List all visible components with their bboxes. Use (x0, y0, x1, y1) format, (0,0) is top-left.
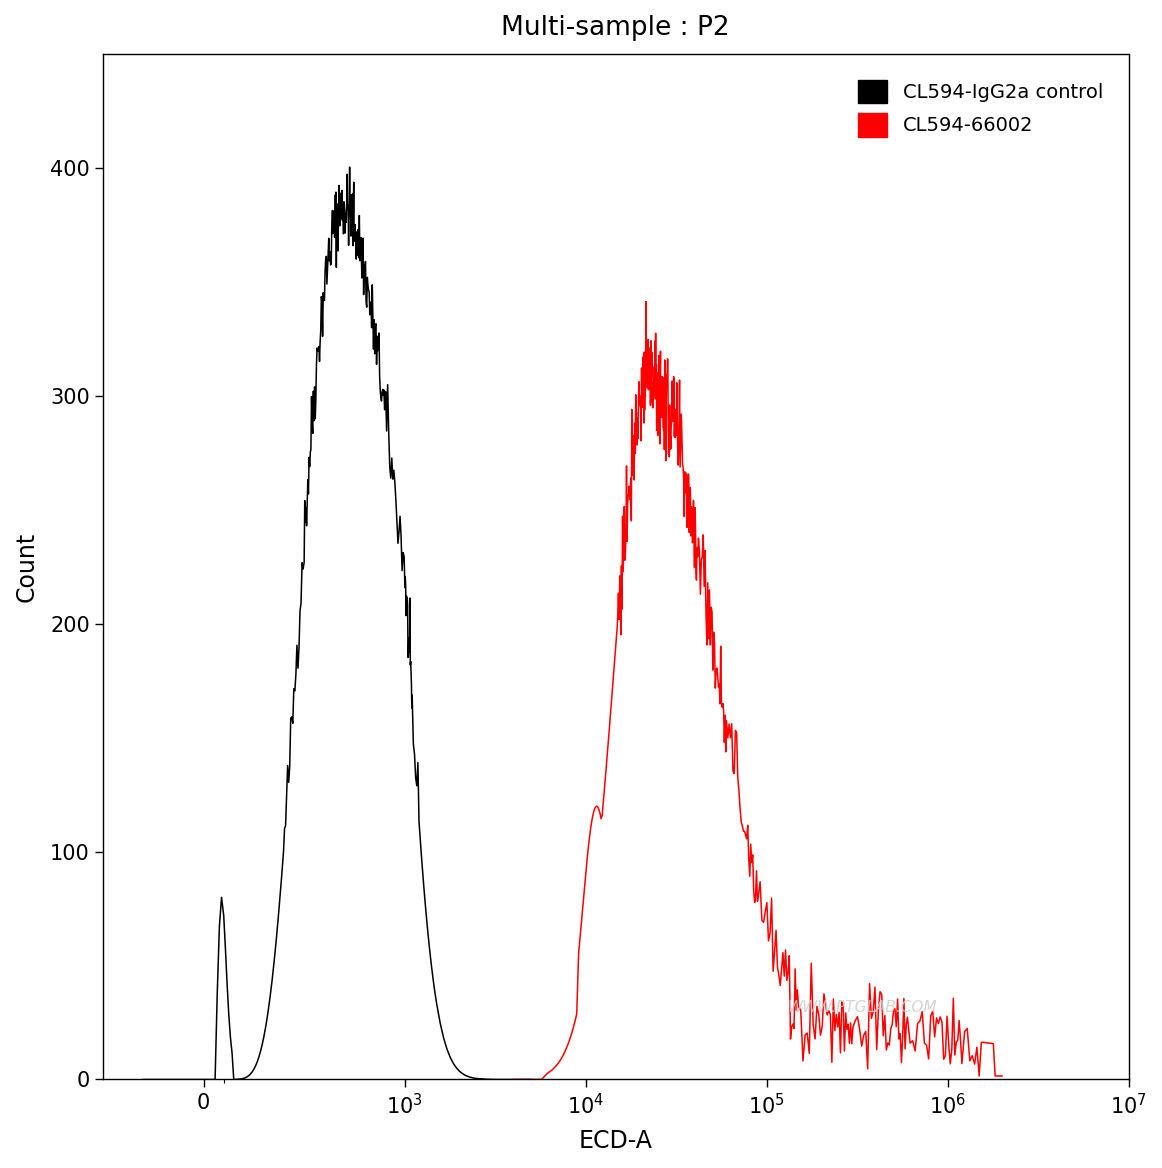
CL594-IgG2a control (343, 160, 357, 174)
CL594-66002 (641, 376, 655, 390)
CL594-IgG2a control (266, 964, 280, 978)
CL594-66002 (715, 696, 729, 710)
X-axis label: ECD-A: ECD-A (579, 1129, 653, 1153)
CL594-66002 (951, 1034, 964, 1048)
Text: WWW.PTGLAB.COM: WWW.PTGLAB.COM (787, 1000, 937, 1015)
Y-axis label: Count: Count (15, 531, 40, 602)
CL594-IgG2a control (376, 383, 390, 397)
Line: CL594-66002: CL594-66002 (514, 301, 1002, 1079)
CL594-IgG2a control (358, 260, 372, 274)
CL594-IgG2a control (218, 940, 232, 954)
CL594-IgG2a control (381, 377, 395, 391)
CL594-66002 (995, 1069, 1009, 1083)
CL594-IgG2a control (524, 1072, 538, 1086)
CL594-IgG2a control (136, 1072, 150, 1086)
CL594-66002 (646, 401, 660, 415)
CL594-66002 (627, 473, 641, 487)
CL594-66002 (752, 889, 766, 903)
Legend: CL594-IgG2a control, CL594-66002: CL594-IgG2a control, CL594-66002 (842, 64, 1119, 153)
CL594-66002 (507, 1072, 521, 1086)
Title: Multi-sample : P2: Multi-sample : P2 (502, 15, 730, 41)
CL594-66002 (639, 294, 653, 308)
CL594-IgG2a control (336, 208, 350, 222)
Line: CL594-IgG2a control: CL594-IgG2a control (143, 167, 531, 1079)
